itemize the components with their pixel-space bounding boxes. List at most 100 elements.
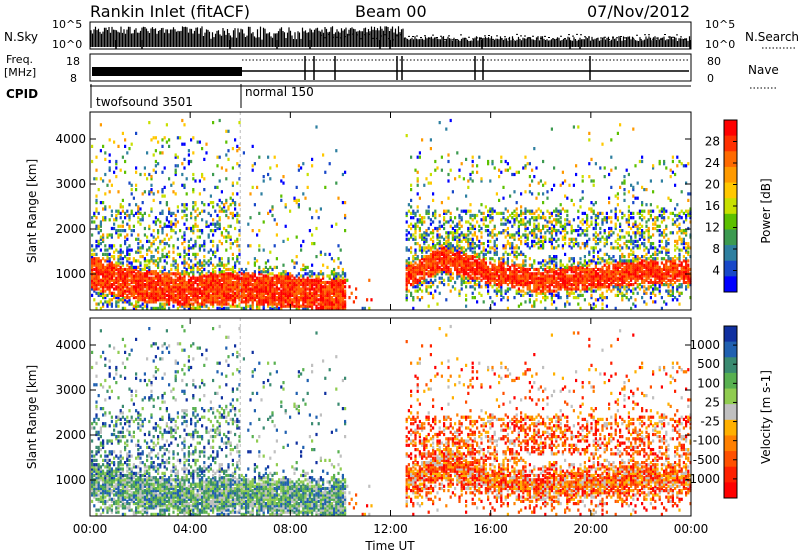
power-cell xyxy=(154,149,157,153)
power-cell xyxy=(214,298,217,302)
power-cell xyxy=(333,289,336,293)
power-cell xyxy=(469,203,472,207)
power-cell xyxy=(520,252,523,256)
power-cell xyxy=(251,276,254,280)
power-cell xyxy=(581,211,584,215)
power-cell xyxy=(555,265,558,269)
power-cell xyxy=(544,216,547,220)
power-cell xyxy=(557,285,560,289)
power-cell xyxy=(478,244,481,248)
power-cell xyxy=(425,267,428,272)
power-cell xyxy=(304,283,307,287)
power-cell xyxy=(491,159,494,164)
power-cell xyxy=(513,278,516,282)
power-cell xyxy=(355,296,358,300)
power-cell xyxy=(423,263,426,267)
power-cell xyxy=(443,211,446,215)
power-cell xyxy=(216,220,219,224)
power-cell xyxy=(513,280,516,285)
power-cell xyxy=(414,261,417,265)
power-cell xyxy=(535,285,538,289)
power-cell xyxy=(465,263,468,267)
power-cell xyxy=(478,285,481,289)
power-cell xyxy=(434,261,437,265)
power-cell xyxy=(174,155,177,159)
power-cell xyxy=(429,181,432,185)
power-cell xyxy=(473,259,476,263)
power-cell xyxy=(487,278,490,282)
power-cell xyxy=(172,211,175,215)
power-cell xyxy=(185,213,188,218)
power-cell xyxy=(405,265,408,269)
power-cell xyxy=(280,194,283,198)
power-cell xyxy=(130,276,133,280)
power-cell xyxy=(500,265,503,269)
power-cell xyxy=(128,203,131,207)
power-cell xyxy=(278,300,281,304)
power-cell xyxy=(271,276,274,280)
power-cell xyxy=(218,285,221,289)
power-cell xyxy=(608,231,611,235)
power-cell xyxy=(104,278,107,282)
power-cell xyxy=(113,267,116,272)
power-cell xyxy=(209,283,212,287)
power-cell xyxy=(449,248,452,252)
power-cell xyxy=(190,280,193,285)
power-cell xyxy=(348,285,351,289)
power-cell xyxy=(247,296,250,300)
power-cell xyxy=(108,270,111,274)
power-cell xyxy=(473,233,476,237)
power-cell xyxy=(106,293,109,297)
power-cell xyxy=(212,233,215,237)
power-cell xyxy=(192,270,195,274)
power-cell xyxy=(434,252,437,256)
power-cell xyxy=(209,272,212,276)
power-cell xyxy=(91,244,94,248)
power-cell xyxy=(445,252,448,256)
power-cell xyxy=(511,278,514,282)
power-cell xyxy=(97,302,100,306)
power-cell xyxy=(284,224,287,228)
power-cell xyxy=(539,261,542,265)
power-cell xyxy=(489,267,492,272)
power-cell xyxy=(117,293,120,297)
power-cell xyxy=(616,196,619,200)
power-cell xyxy=(152,229,155,233)
power-cell xyxy=(524,224,527,228)
power-cell xyxy=(163,222,166,226)
power-cell xyxy=(583,211,586,215)
power-cell xyxy=(146,283,149,287)
power-cell xyxy=(412,267,415,272)
power-cell xyxy=(317,283,320,287)
power-cell xyxy=(267,278,270,282)
power-cell xyxy=(214,283,217,287)
power-cell xyxy=(258,293,261,297)
power-cell xyxy=(454,267,457,272)
power-cell xyxy=(214,229,217,233)
power-cell xyxy=(588,207,591,211)
power-cell xyxy=(432,252,435,256)
power-cell xyxy=(249,244,252,248)
power-cell xyxy=(498,276,501,280)
power-cell xyxy=(216,283,219,287)
power-cell xyxy=(176,285,179,289)
power-cell xyxy=(432,259,435,263)
power-cell xyxy=(533,216,536,220)
power-cell xyxy=(216,289,219,293)
power-cell xyxy=(192,246,195,250)
power-cell xyxy=(524,255,527,259)
power-cell xyxy=(423,267,426,272)
power-cell xyxy=(427,304,430,308)
power-cell xyxy=(405,280,408,285)
power-cell xyxy=(344,293,347,297)
power-cell xyxy=(115,166,118,170)
power-cell xyxy=(93,252,96,256)
power-cell xyxy=(480,270,483,274)
power-cell xyxy=(150,257,153,261)
power-cell xyxy=(304,298,307,302)
power-cell xyxy=(539,283,542,287)
power-cell xyxy=(517,233,520,237)
power-cell xyxy=(432,192,435,196)
power-cell xyxy=(465,272,468,276)
power-cell xyxy=(269,302,272,306)
